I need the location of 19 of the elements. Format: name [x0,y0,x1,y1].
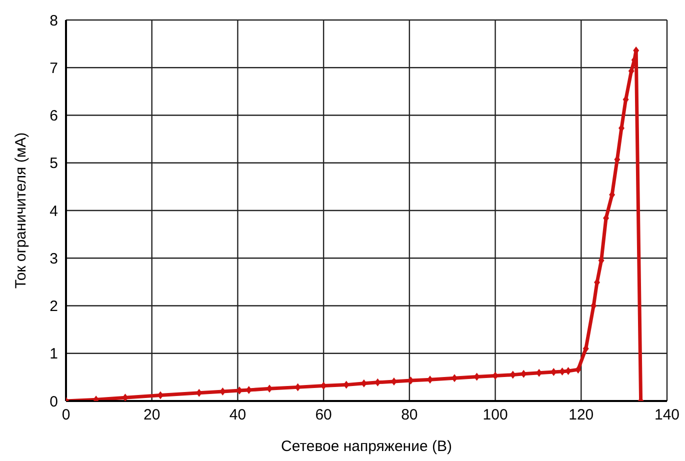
y-tick-label: 0 [50,393,58,410]
x-tick-label: 20 [144,406,160,424]
y-tick-label: 5 [50,155,58,172]
x-tick-label: 120 [568,406,594,424]
y-tick-label: 4 [50,202,58,220]
x-axis-title: Сетевое напряжение (В) [281,438,452,455]
y-axis-title: Ток ограничителя (мА) [12,132,30,289]
x-tick-label: 100 [482,406,508,424]
x-tick-label: 0 [62,406,70,424]
x-tick-label: 80 [401,406,418,424]
y-tick-label: 3 [50,250,58,268]
x-tick-label: 60 [315,406,332,424]
y-tick-label: 6 [50,108,58,125]
x-tick-label: 40 [229,406,246,424]
y-tick-label: 7 [50,60,58,77]
y-tick-label: 8 [50,12,58,30]
y-tick-label: 2 [50,298,58,316]
x-tick-label: 140 [654,406,680,424]
y-tick-label: 1 [50,346,58,363]
